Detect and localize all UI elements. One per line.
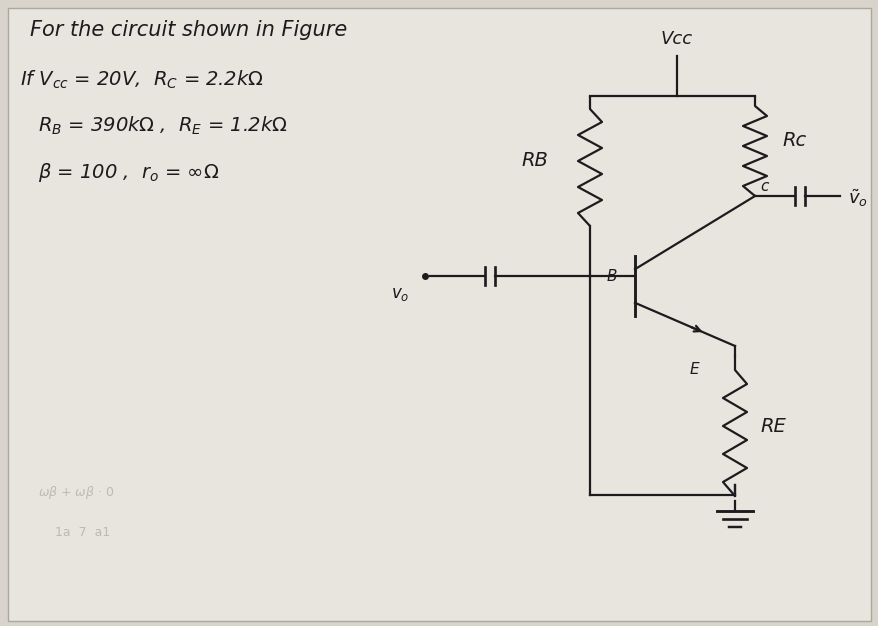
- Text: $\beta$ = 100 ,  $r_o$ = $\infty\Omega$: $\beta$ = 100 , $r_o$ = $\infty\Omega$: [38, 161, 219, 184]
- Text: 1a  7  a1: 1a 7 a1: [55, 526, 110, 539]
- Text: Vcc: Vcc: [660, 30, 692, 48]
- Text: RB: RB: [521, 151, 548, 170]
- Text: $\omega\beta$ + $\omega\beta$ · 0: $\omega\beta$ + $\omega\beta$ · 0: [38, 484, 114, 501]
- Text: RE: RE: [759, 416, 785, 436]
- Text: $v_o$: $v_o$: [391, 285, 409, 303]
- Text: c: c: [759, 179, 767, 194]
- Text: For the circuit shown in Figure: For the circuit shown in Figure: [30, 20, 347, 40]
- FancyBboxPatch shape: [8, 8, 870, 621]
- Text: Rc: Rc: [782, 131, 806, 150]
- Text: E: E: [689, 362, 699, 377]
- Text: B: B: [607, 269, 617, 284]
- Text: If $V_{cc}$ = 20V,  $R_C$ = 2.2k$\Omega$: If $V_{cc}$ = 20V, $R_C$ = 2.2k$\Omega$: [20, 69, 263, 91]
- Text: $\tilde{v}_o$: $\tilde{v}_o$: [847, 187, 867, 208]
- Text: $R_B$ = 390k$\Omega$ ,  $R_E$ = 1.2k$\Omega$: $R_B$ = 390k$\Omega$ , $R_E$ = 1.2k$\Ome…: [38, 115, 287, 137]
